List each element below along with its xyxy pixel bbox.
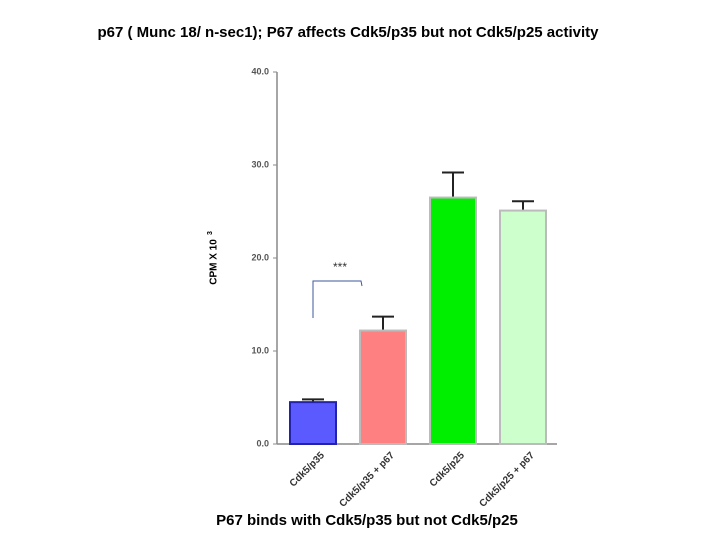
x-tick-label: Cdk5/p35 + p67 (338, 450, 398, 510)
annotation: *** (333, 260, 347, 274)
x-tick-label: Cdk5/p25 (428, 450, 468, 490)
bar (499, 209, 547, 445)
bar (359, 329, 407, 446)
bar (289, 401, 337, 445)
y-tick-label: 10.0 (251, 345, 269, 355)
y-tick-label: 20.0 (251, 252, 269, 262)
y-tick-label: 40.0 (251, 66, 269, 76)
y-label-exponent: 3 (207, 231, 214, 235)
y-axis-title: CPM X 10 3 (207, 231, 220, 285)
caption: P67 binds with Cdk5/p35 but not Cdk5/p25 (216, 512, 518, 529)
x-tick-label: Cdk5/p35 (288, 450, 328, 490)
bar (429, 196, 477, 445)
y-label: CPM X 10 (209, 239, 220, 285)
chart-title: p67 ( Munc 18/ n-sec1); P67 affects Cdk5… (98, 24, 600, 41)
y-tick-label: 0.0 (256, 438, 269, 448)
y-tick-label: 30.0 (251, 159, 269, 169)
x-tick-label: Cdk5/p25 + p67 (478, 450, 538, 510)
significance-bracket (312, 280, 363, 318)
